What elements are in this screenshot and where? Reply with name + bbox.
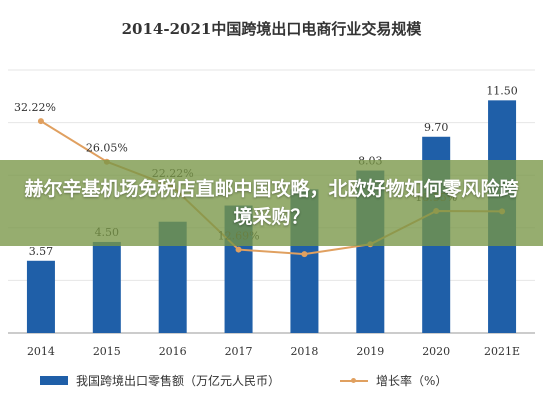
x-tick-label: 2017 (225, 345, 253, 358)
bar-value-label: 3.57 (29, 245, 54, 258)
line-value-label: 32.22% (14, 101, 56, 114)
legend-bar-label: 我国跨境出口零售额（万亿元人民币） (76, 374, 281, 388)
legend-bar-swatch (40, 376, 68, 385)
x-tick-label: 2015 (93, 345, 121, 358)
legend-line-swatch (340, 377, 369, 383)
headline-banner: 赫尔辛基机场免税店直邮中国攻略，北欧好物如何零风险跨境采购？ (0, 160, 543, 246)
x-tick-label: 2018 (290, 345, 318, 358)
bar-2015 (92, 241, 121, 333)
x-tick-label: 2021E (484, 345, 520, 358)
x-tick-label: 2016 (159, 345, 187, 358)
growth-rate-point (37, 118, 44, 125)
x-tick-label: 2014 (27, 345, 55, 358)
line-value-label: 26.05% (86, 142, 128, 155)
chart-title: 2014-2021中国跨境出口电商行业交易规模 (121, 20, 422, 38)
x-tick-label: 2020 (422, 345, 450, 358)
headline-text: 赫尔辛基机场免税店直邮中国攻略，北欧好物如何零风险跨境采购？ (24, 178, 519, 228)
bar-2014 (26, 260, 55, 333)
bar-value-label: 11.50 (486, 84, 518, 97)
legend: 我国跨境出口零售额（万亿元人民币） 增长率（%） (40, 372, 447, 389)
legend-line-label: 增长率（%） (376, 374, 448, 388)
bar-value-label: 9.70 (424, 121, 449, 134)
growth-rate-point (235, 246, 242, 253)
x-tick-label: 2019 (356, 345, 384, 358)
growth-rate-point (301, 251, 308, 258)
